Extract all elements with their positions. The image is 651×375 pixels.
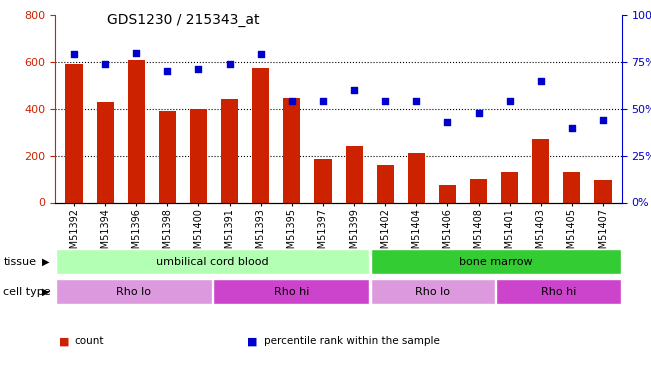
Point bbox=[567, 124, 577, 130]
Bar bbox=[563, 172, 581, 202]
Point bbox=[442, 119, 452, 125]
Point bbox=[318, 98, 328, 104]
Text: Rho lo: Rho lo bbox=[117, 286, 152, 297]
Point bbox=[193, 66, 204, 72]
Point bbox=[473, 110, 484, 116]
Text: cell type: cell type bbox=[3, 286, 51, 297]
Text: umbilical cord blood: umbilical cord blood bbox=[156, 256, 269, 267]
Point bbox=[598, 117, 608, 123]
Text: Rho hi: Rho hi bbox=[273, 286, 309, 297]
Point bbox=[536, 78, 546, 84]
Bar bbox=[214, 279, 369, 304]
Text: Rho lo: Rho lo bbox=[415, 286, 450, 297]
Bar bbox=[470, 179, 487, 203]
Bar bbox=[128, 60, 145, 202]
Bar bbox=[346, 146, 363, 202]
Bar bbox=[56, 279, 212, 304]
Text: ■: ■ bbox=[247, 336, 258, 346]
Text: ▶: ▶ bbox=[42, 286, 50, 297]
Point bbox=[349, 87, 359, 93]
Bar bbox=[497, 279, 621, 304]
Bar bbox=[96, 102, 114, 202]
Bar bbox=[252, 68, 270, 203]
Point bbox=[286, 98, 297, 104]
Point bbox=[100, 61, 110, 67]
Bar bbox=[439, 185, 456, 202]
Bar bbox=[314, 159, 331, 203]
Bar bbox=[594, 180, 611, 203]
Text: Rho hi: Rho hi bbox=[541, 286, 577, 297]
Point bbox=[131, 50, 141, 55]
Bar bbox=[159, 111, 176, 202]
Bar bbox=[190, 109, 207, 202]
Point bbox=[225, 61, 235, 67]
Bar bbox=[221, 99, 238, 202]
Text: bone marrow: bone marrow bbox=[459, 256, 533, 267]
Bar bbox=[56, 249, 369, 274]
Text: count: count bbox=[75, 336, 104, 346]
Point bbox=[162, 68, 173, 74]
Bar bbox=[370, 249, 621, 274]
Point bbox=[69, 51, 79, 57]
Point bbox=[505, 98, 515, 104]
Point bbox=[255, 51, 266, 57]
Point bbox=[380, 98, 391, 104]
Text: ■: ■ bbox=[59, 336, 69, 346]
Bar bbox=[408, 153, 425, 203]
Bar bbox=[283, 98, 300, 202]
Bar bbox=[66, 64, 83, 202]
Text: tissue: tissue bbox=[3, 256, 36, 267]
Bar bbox=[501, 172, 518, 202]
Point bbox=[411, 98, 422, 104]
Text: percentile rank within the sample: percentile rank within the sample bbox=[264, 336, 439, 346]
Bar bbox=[533, 139, 549, 202]
Text: GDS1230 / 215343_at: GDS1230 / 215343_at bbox=[107, 13, 260, 27]
Bar bbox=[370, 279, 495, 304]
Bar bbox=[377, 165, 394, 202]
Text: ▶: ▶ bbox=[42, 256, 50, 267]
